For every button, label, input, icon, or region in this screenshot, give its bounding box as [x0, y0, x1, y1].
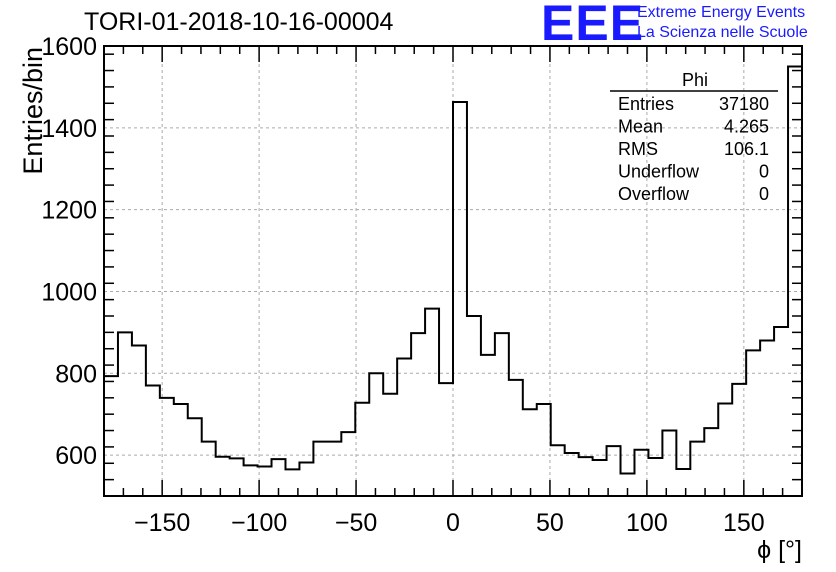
- stats-label: Overflow: [618, 184, 690, 204]
- stats-value: 37180: [719, 94, 769, 114]
- y-tick-label: 1600: [41, 33, 97, 61]
- logo-caption: Extreme Energy Events La Scienza nelle S…: [637, 3, 808, 43]
- x-tick-label: 150: [723, 509, 765, 537]
- x-tick-label: −150: [134, 509, 190, 537]
- x-axis-label: ϕ [°]: [757, 536, 802, 564]
- stats-value: 4.265: [724, 117, 769, 137]
- stats-box: Phi Entries 37180 Mean 4.265 RMS 106.1 Underflo…: [610, 70, 778, 204]
- stats-value: 0: [759, 184, 769, 204]
- x-tick-label: 50: [536, 509, 564, 537]
- logo-caption-line1: Extreme Energy Events: [637, 4, 806, 21]
- x-tick-label: 0: [446, 509, 460, 537]
- stats-value: 106.1: [724, 139, 769, 159]
- y-tick-label: 600: [55, 442, 97, 470]
- x-tick-label: −50: [335, 509, 377, 537]
- y-tick-label: 1400: [41, 115, 97, 143]
- y-tick-label: 800: [55, 360, 97, 388]
- tick-labels: −150 −100 −50 0 50 100 150 600 800 1000 1200 1400 16…: [41, 33, 764, 537]
- logo-caption-line2: La Scienza nelle Scuole: [637, 24, 808, 41]
- y-tick-label: 1000: [41, 278, 97, 306]
- stats-label: Entries: [618, 94, 674, 114]
- x-tick-label: 100: [626, 509, 668, 537]
- y-axis-label: Entries/bin: [18, 47, 48, 175]
- chart-title: TORI-01-2018-10-16-00004: [84, 8, 394, 36]
- y-tick-label: 1200: [41, 197, 97, 225]
- eee-logo: EEE: [541, 0, 645, 51]
- stats-label: Underflow: [618, 162, 700, 182]
- stats-label: Mean: [618, 117, 663, 137]
- x-tick-label: −100: [231, 509, 287, 537]
- axis-ticks: [103, 46, 803, 497]
- stats-value: 0: [759, 162, 769, 182]
- stats-label: RMS: [618, 139, 658, 159]
- histogram-outline: [104, 65, 802, 475]
- stats-title: Phi: [682, 70, 708, 90]
